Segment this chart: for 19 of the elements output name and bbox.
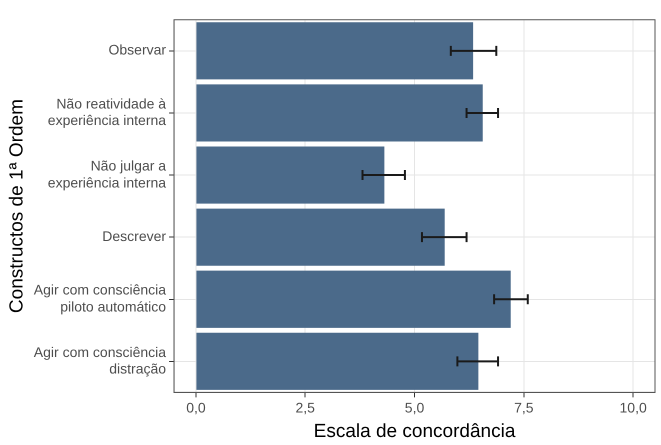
bar <box>196 84 483 142</box>
x-tick-label: 10,0 <box>620 400 647 416</box>
bar <box>196 146 384 204</box>
y-axis-title: Constructos de 1ª Ordem <box>6 99 28 314</box>
y-tick-label: Agir com consciência piloto automático <box>34 282 166 315</box>
y-tick-label: Não julgar a experiência interna <box>48 158 166 190</box>
x-tick-label: 2,5 <box>296 400 316 416</box>
y-tick-label: Descrever <box>102 228 166 244</box>
x-tick-label: 5,0 <box>404 400 424 416</box>
x-tick-label: 0,0 <box>186 400 206 416</box>
y-tick-label: Agir com consciência distração <box>34 344 166 377</box>
x-tick-label: 7,5 <box>514 400 534 416</box>
x-axis-title: Escala de concordância <box>314 420 516 442</box>
y-tick-label: Observar <box>108 42 166 58</box>
y-tick-label: Não reatividade à experiência interna <box>48 95 166 128</box>
bar <box>196 270 511 328</box>
bar <box>196 22 474 80</box>
bar <box>196 208 445 266</box>
bar <box>196 332 478 390</box>
